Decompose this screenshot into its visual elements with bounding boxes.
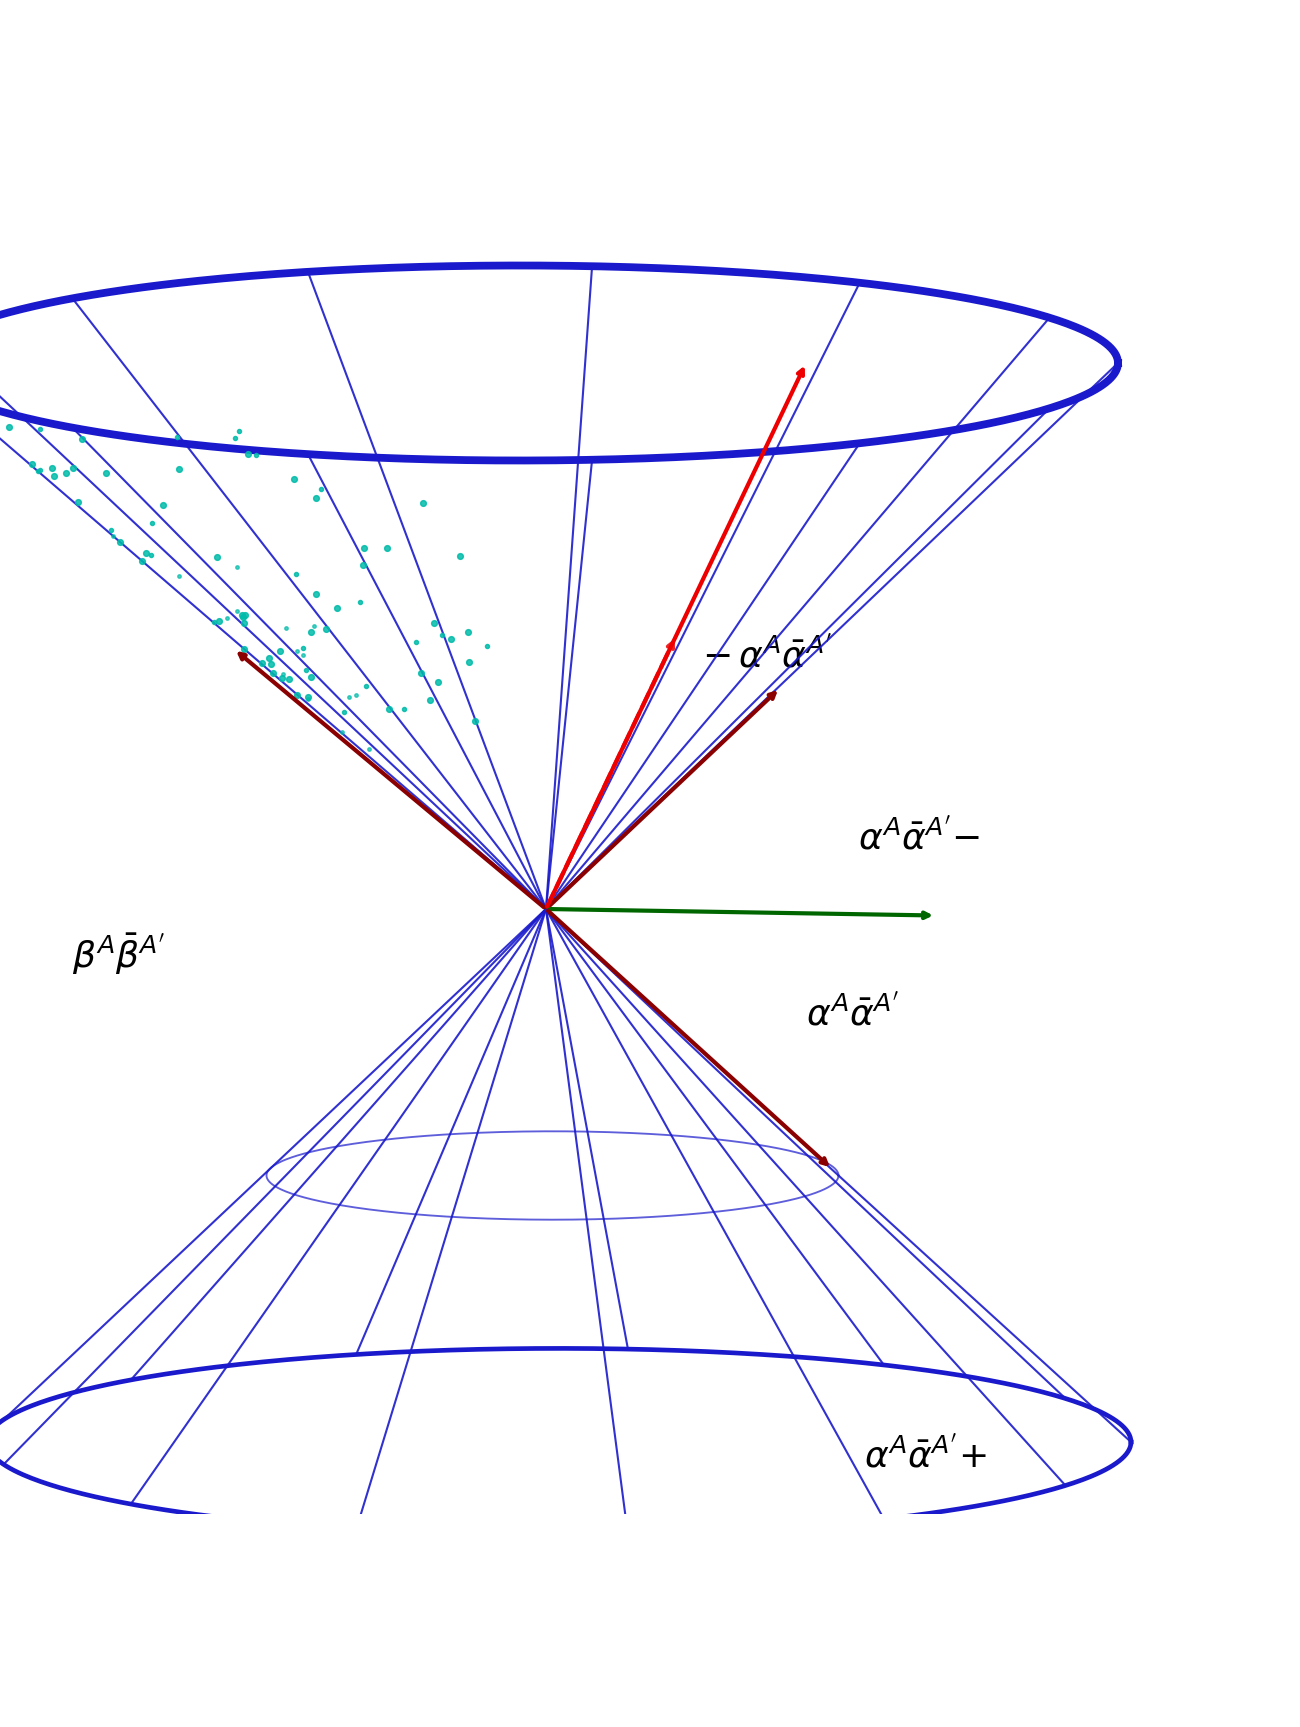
- Text: $\beta^{A} \bar{\beta}^{A'}$: $\beta^{A} \bar{\beta}^{A'}$: [72, 933, 165, 977]
- Text: $-\,\alpha^{A} \bar{\alpha}^{A'}$: $-\,\alpha^{A} \bar{\alpha}^{A'}$: [702, 637, 832, 675]
- Text: $\alpha^{A} \bar{\alpha}^{A'}\!+$: $\alpha^{A} \bar{\alpha}^{A'}\!+$: [864, 1435, 988, 1475]
- Text: $\alpha^{A} \bar{\alpha}^{A'}$: $\alpha^{A} \bar{\alpha}^{A'}$: [806, 995, 900, 1033]
- Text: $\alpha^{A} \bar{\alpha}^{A'}{-}$: $\alpha^{A} \bar{\alpha}^{A'}{-}$: [858, 819, 980, 857]
